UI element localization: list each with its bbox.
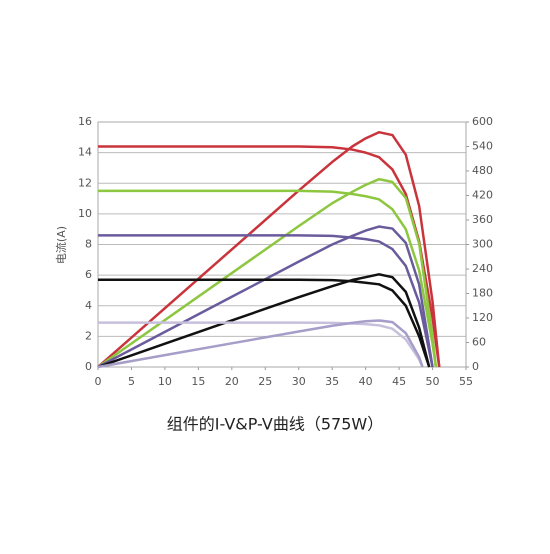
x-tick-label: 55 <box>459 375 473 388</box>
y2-tick-label: 420 <box>472 189 493 202</box>
series-line <box>98 278 431 368</box>
caption: 组件的I-V&P-V曲线（575W） <box>167 415 383 434</box>
y-axis-label: 电流(A) <box>54 226 68 264</box>
y2-tick-label: 240 <box>472 262 493 275</box>
x-tick-label: 30 <box>292 375 306 388</box>
series-line <box>98 234 434 368</box>
y2-tick-label: 300 <box>472 238 493 251</box>
y2-tick-label: 360 <box>472 213 493 226</box>
y-tick-label: 10 <box>78 207 92 220</box>
y-tick-label: 0 <box>85 360 92 373</box>
y-tick-label: 14 <box>78 146 92 159</box>
x-tick-label: 40 <box>359 375 373 388</box>
y-tick-label: 4 <box>85 299 92 312</box>
x-tick-label: 50 <box>426 375 440 388</box>
x-tick-label: 15 <box>191 375 205 388</box>
series-line <box>98 189 438 368</box>
y2-tick-label: 0 <box>472 360 479 373</box>
x-tick-label: 5 <box>128 375 135 388</box>
x-tick-label: 25 <box>258 375 272 388</box>
x-tick-label: 0 <box>95 375 102 388</box>
y2-tick-label: 600 <box>472 115 493 128</box>
y2-tick-label: 180 <box>472 287 493 300</box>
plot-frame <box>97 121 467 368</box>
x-tick-label: 35 <box>325 375 339 388</box>
y-tick-label: 2 <box>85 329 92 342</box>
x-tick-label: 45 <box>392 375 406 388</box>
y2-tick-label: 540 <box>472 140 493 153</box>
series-line <box>98 321 424 368</box>
series-line <box>97 273 431 369</box>
x-tick-label: 20 <box>225 375 239 388</box>
series-line <box>97 130 441 368</box>
y2-tick-label: 120 <box>472 311 493 324</box>
y2-tick-label: 480 <box>472 164 493 177</box>
series-line <box>98 145 441 368</box>
series-line <box>97 177 438 369</box>
y-tick-label: 16 <box>78 115 92 128</box>
y-tick-label: 8 <box>85 238 92 251</box>
y-tick-label: 12 <box>78 176 92 189</box>
x-tick-label: 10 <box>158 375 172 388</box>
series-line <box>97 225 434 369</box>
series-line <box>97 319 424 369</box>
y-tick-label: 6 <box>85 268 92 281</box>
y2-tick-label: 60 <box>472 336 486 349</box>
